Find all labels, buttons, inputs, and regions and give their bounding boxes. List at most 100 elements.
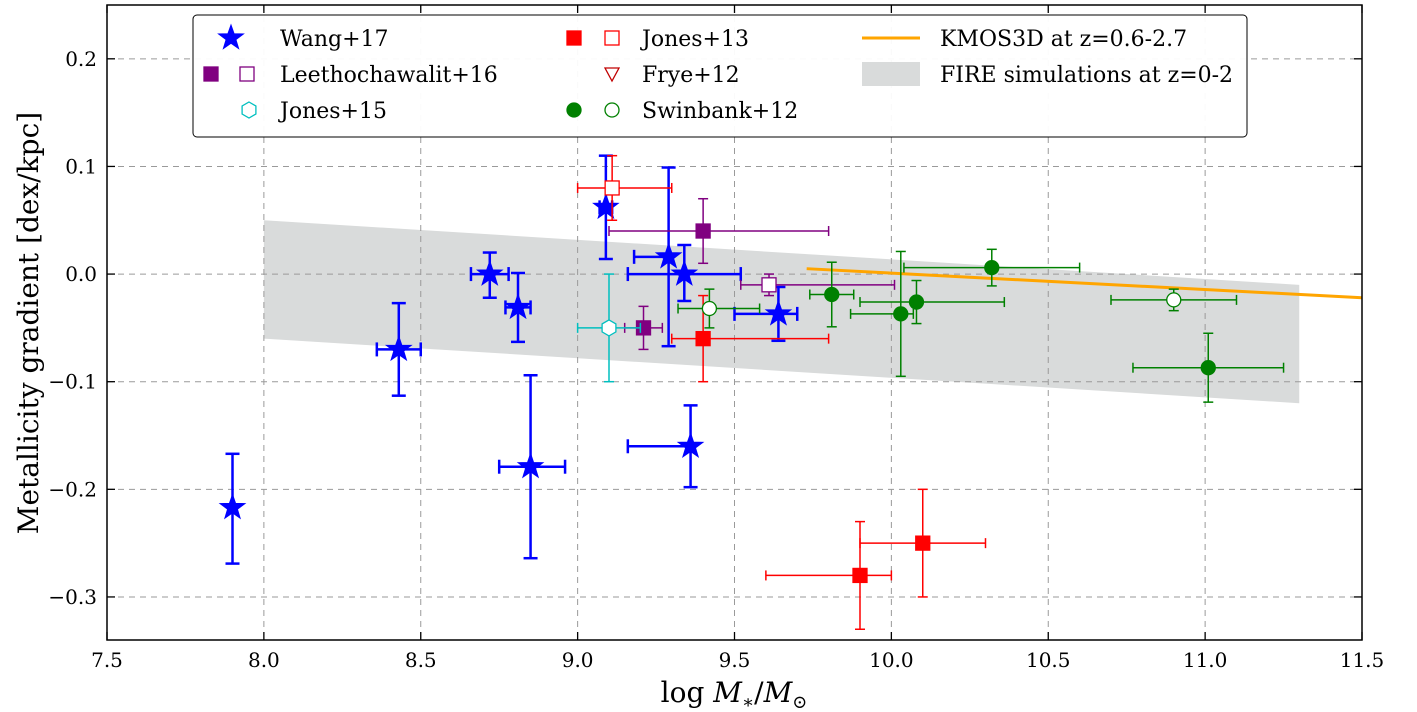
legend-entry-fire-simulations-at-z-0-2: FIRE simulations at z=0-2 bbox=[862, 62, 1233, 88]
y-tick-label: −0.1 bbox=[48, 370, 97, 394]
data-point-wang-17 bbox=[497, 373, 567, 560]
legend-label: Leethochawalit+16 bbox=[280, 63, 498, 88]
y-tick-label: −0.3 bbox=[48, 585, 97, 609]
jones-13-marker bbox=[915, 535, 931, 551]
wang-17-marker bbox=[670, 259, 699, 286]
x-axis-title-log: log bbox=[661, 676, 714, 709]
legend-entry-jones-15: Jones+15 bbox=[241, 99, 387, 124]
ticks-layer: 7.5 8.0 8.5 9.0 9.5 10.0 10.5 11.0 11.5 −0.3 −0.2 −… bbox=[48, 5, 1384, 672]
data-point-wang-17 bbox=[375, 301, 422, 397]
leethochawalit-16-marker bbox=[761, 277, 777, 293]
wang-17-marker bbox=[516, 452, 545, 479]
data-point-wang-17 bbox=[504, 271, 532, 344]
legend-filled-circle-marker bbox=[566, 102, 582, 118]
jones-13-marker bbox=[852, 567, 868, 584]
legend-label: Jones+13 bbox=[640, 27, 749, 52]
legend-entry-leethochawalit-16: Leethochawalit+16 bbox=[203, 63, 498, 88]
legend-label: KMOS3D at z=0.6-2.7 bbox=[940, 27, 1187, 52]
wang-17-marker bbox=[592, 192, 620, 220]
swinbank-12-marker bbox=[893, 306, 909, 322]
x-tick-label: 9.5 bbox=[719, 648, 751, 672]
swinbank-12-marker bbox=[824, 286, 840, 303]
legend-label: Jones+15 bbox=[278, 99, 387, 124]
kmos3d-line-layer bbox=[806, 267, 1363, 300]
legend-open-square-marker bbox=[604, 30, 620, 46]
x-tick-label: 10.5 bbox=[1026, 648, 1071, 672]
data-point-swinbank-12 bbox=[1110, 288, 1238, 312]
swinbank-12-marker bbox=[1166, 292, 1182, 308]
y-tick-label: 0.2 bbox=[65, 47, 97, 71]
y-tick-label: −0.2 bbox=[48, 477, 97, 501]
data-point-jones-13 bbox=[859, 488, 987, 598]
jones-13-marker bbox=[695, 330, 711, 347]
x-axis-title: log M∗/M⊙ bbox=[661, 676, 808, 712]
x-tick-label: 7.5 bbox=[91, 648, 123, 672]
x-tick-label: 8.0 bbox=[248, 648, 280, 672]
data-point-jones-15 bbox=[576, 273, 642, 383]
wang-17-marker bbox=[654, 242, 683, 269]
legend-open-circle-marker bbox=[604, 102, 620, 118]
legend-open-square-marker bbox=[239, 66, 255, 82]
legend-filled-square-marker bbox=[203, 66, 219, 82]
kmos3d-trend-line bbox=[806, 267, 1363, 300]
wang-17-marker bbox=[218, 493, 247, 520]
x-tick-label: 8.5 bbox=[405, 648, 437, 672]
wang-17-marker bbox=[504, 292, 532, 320]
x-axis-title-mass: M bbox=[712, 676, 743, 709]
data-points-layer bbox=[218, 154, 1285, 630]
wang-17-marker bbox=[676, 431, 705, 459]
swinbank-12-marker bbox=[984, 259, 1000, 276]
data-point-leethochawalit-16 bbox=[608, 197, 830, 265]
swinbank-12-marker bbox=[908, 294, 925, 310]
legend: Wang+17 Leethochawalit+16 Jones+15 Jones+13… bbox=[192, 14, 1248, 138]
y-tick-label: 0.0 bbox=[65, 262, 97, 286]
data-point-wang-17 bbox=[218, 452, 247, 565]
data-point-wang-17 bbox=[469, 251, 510, 299]
x-tick-label: 11.0 bbox=[1183, 648, 1228, 672]
data-point-swinbank-12 bbox=[849, 250, 915, 378]
data-point-leethochawalit-16 bbox=[740, 273, 896, 297]
wang-17-marker bbox=[384, 334, 413, 362]
data-point-swinbank-12 bbox=[677, 288, 761, 329]
legend-entry-frye-12: Frye+12 bbox=[603, 63, 740, 88]
data-point-swinbank-12 bbox=[809, 261, 855, 328]
wang-17-marker bbox=[475, 259, 504, 286]
data-point-swinbank-12 bbox=[1132, 332, 1285, 403]
wang-17-marker bbox=[764, 299, 793, 326]
legend-filled-square-marker bbox=[566, 30, 582, 46]
legend-entry-kmos3d-at-z-0-6-2-7: KMOS3D at z=0.6-2.7 bbox=[862, 27, 1187, 52]
legend-star-marker bbox=[217, 23, 245, 50]
legend-label: Swinbank+12 bbox=[642, 99, 798, 124]
legend-box bbox=[192, 14, 1248, 138]
legend-open-hexagon-marker bbox=[241, 101, 257, 119]
data-point-wang-17 bbox=[626, 243, 743, 303]
x-tick-label: 9.0 bbox=[562, 648, 594, 672]
y-tick-label: 0.1 bbox=[65, 154, 97, 178]
legend-entry-swinbank-12: Swinbank+12 bbox=[566, 99, 798, 124]
legend-label: FIRE simulations at z=0-2 bbox=[940, 63, 1233, 88]
x-axis-title-subscript-sun: ⊙ bbox=[792, 692, 807, 712]
data-point-wang-17 bbox=[626, 404, 705, 489]
legend-entry-jones-13: Jones+13 bbox=[566, 27, 749, 52]
x-tick-label: 11.5 bbox=[1340, 648, 1385, 672]
data-point-wang-17 bbox=[733, 285, 799, 343]
swinbank-12-marker bbox=[1200, 360, 1216, 376]
x-axis-title-slash: / bbox=[754, 676, 764, 709]
legend-open-triangle-marker bbox=[603, 67, 621, 83]
x-axis-title-msun: M bbox=[763, 676, 794, 709]
data-point-jones-13 bbox=[576, 154, 673, 222]
legend-grey-band bbox=[862, 62, 920, 86]
legend-entry-wang-17: Wang+17 bbox=[217, 23, 389, 52]
legend-label: Frye+12 bbox=[642, 63, 740, 88]
jones-13-marker bbox=[604, 180, 620, 196]
data-point-wang-17 bbox=[632, 166, 683, 348]
swinbank-12-marker bbox=[701, 300, 718, 317]
jones-15-marker bbox=[601, 319, 617, 337]
data-point-swinbank-12 bbox=[903, 248, 1081, 287]
data-point-swinbank-12 bbox=[859, 279, 1006, 325]
x-axis-title-subscript-star: ∗ bbox=[742, 692, 754, 712]
legend-label: Wang+17 bbox=[280, 27, 389, 52]
y-axis-title: Metallicity gradient [dex/kpc] bbox=[12, 112, 45, 534]
x-tick-label: 10.0 bbox=[869, 648, 914, 672]
